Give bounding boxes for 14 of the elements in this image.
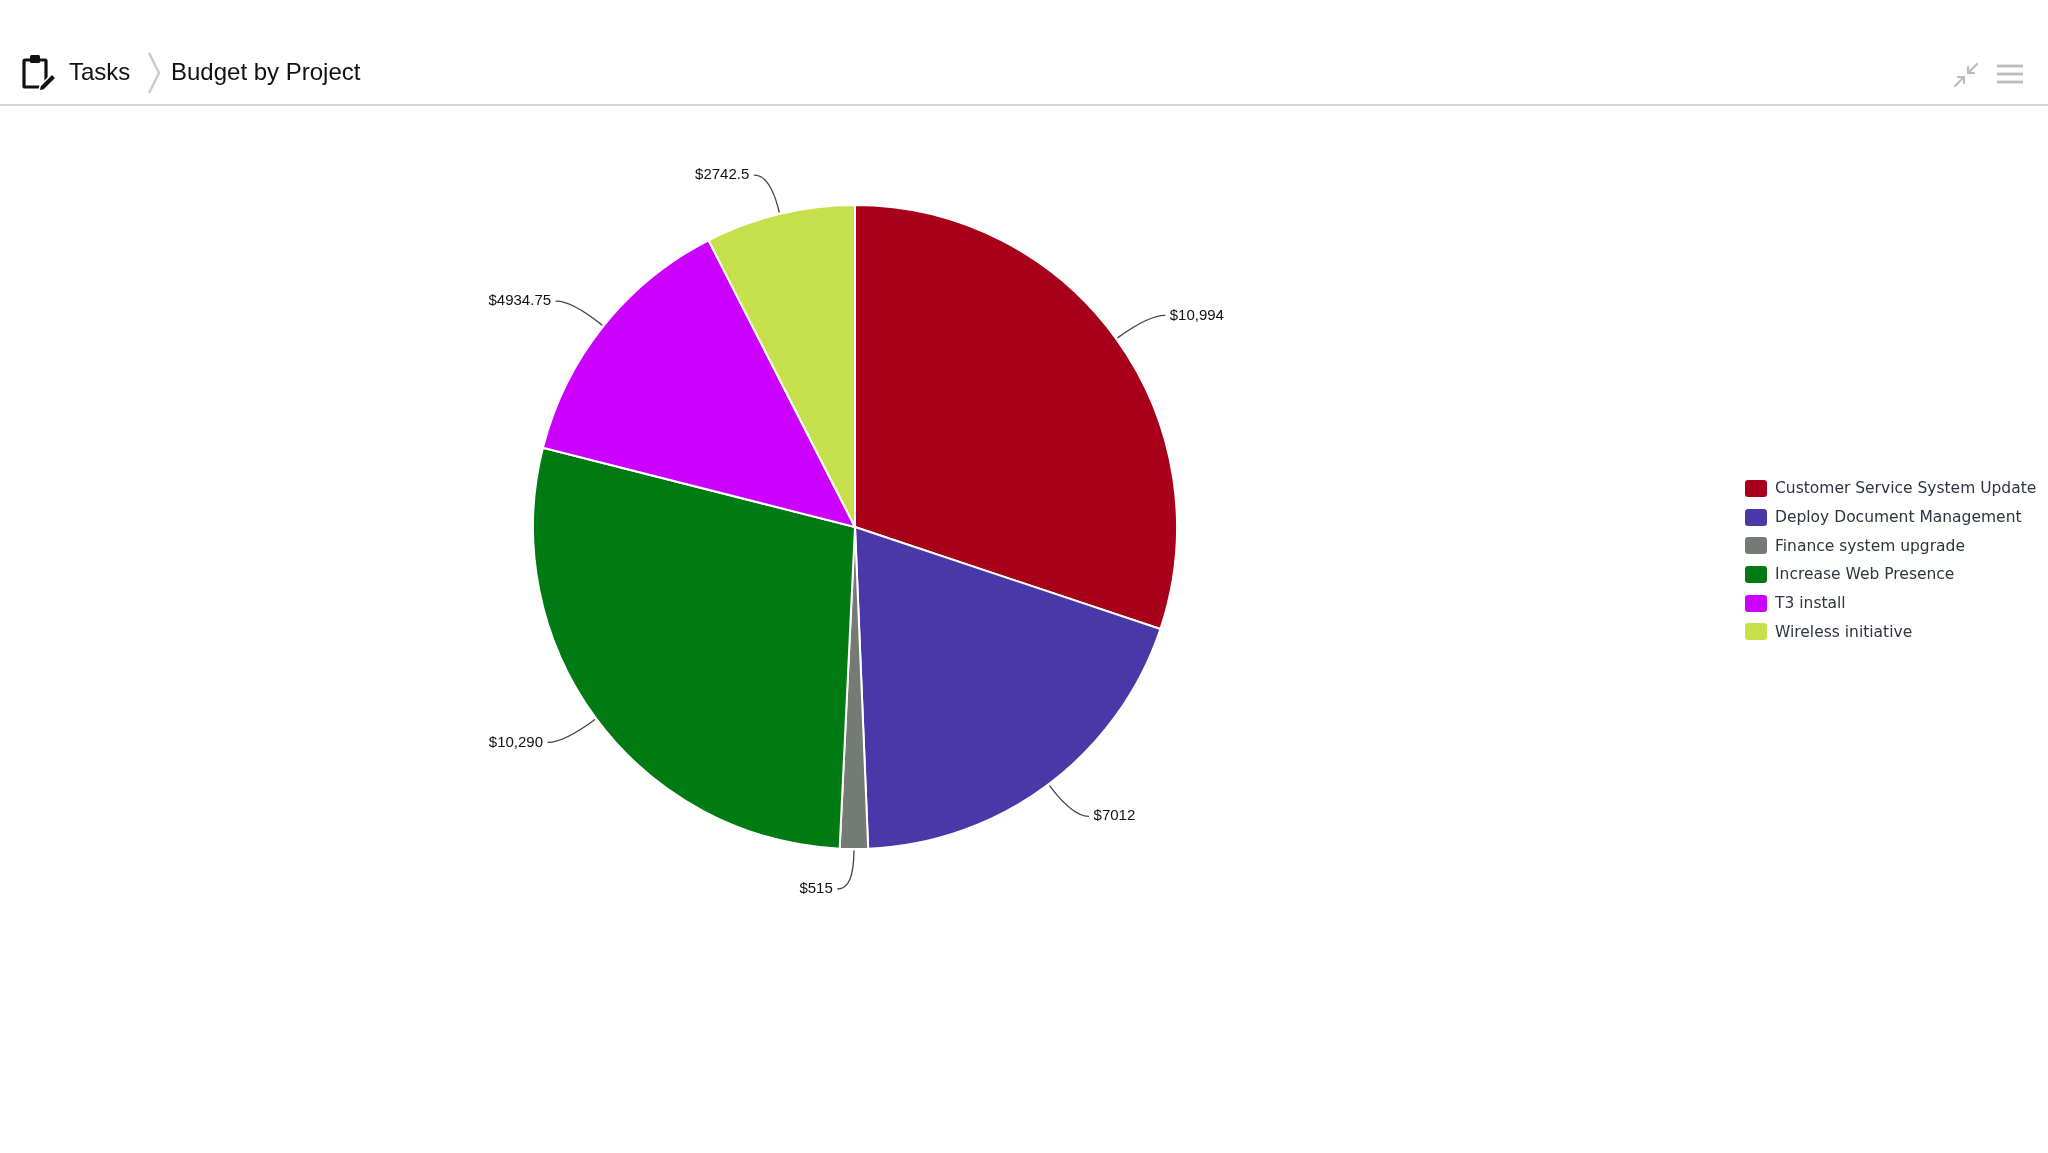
data-label: $4934.75 [488, 291, 552, 309]
legend-label: Customer Service System Update [1775, 479, 2037, 498]
legend-label: T3 install [1775, 594, 1846, 613]
legend-label: Increase Web Presence [1775, 565, 1955, 584]
legend-label: Finance system upgrade [1775, 536, 1965, 555]
data-label: $7012 [1093, 806, 1136, 824]
data-label: $10,290 [488, 732, 544, 750]
text: Tasks [69, 58, 131, 86]
data-label: $2742.5 [695, 165, 750, 183]
legend-label: Deploy Document Management [1775, 508, 2022, 527]
text: Budget by Project [171, 58, 361, 86]
legend-label: Wireless initiative [1775, 622, 1913, 641]
data-label: $515 [799, 879, 833, 897]
data-label: $10,994 [1169, 305, 1224, 323]
